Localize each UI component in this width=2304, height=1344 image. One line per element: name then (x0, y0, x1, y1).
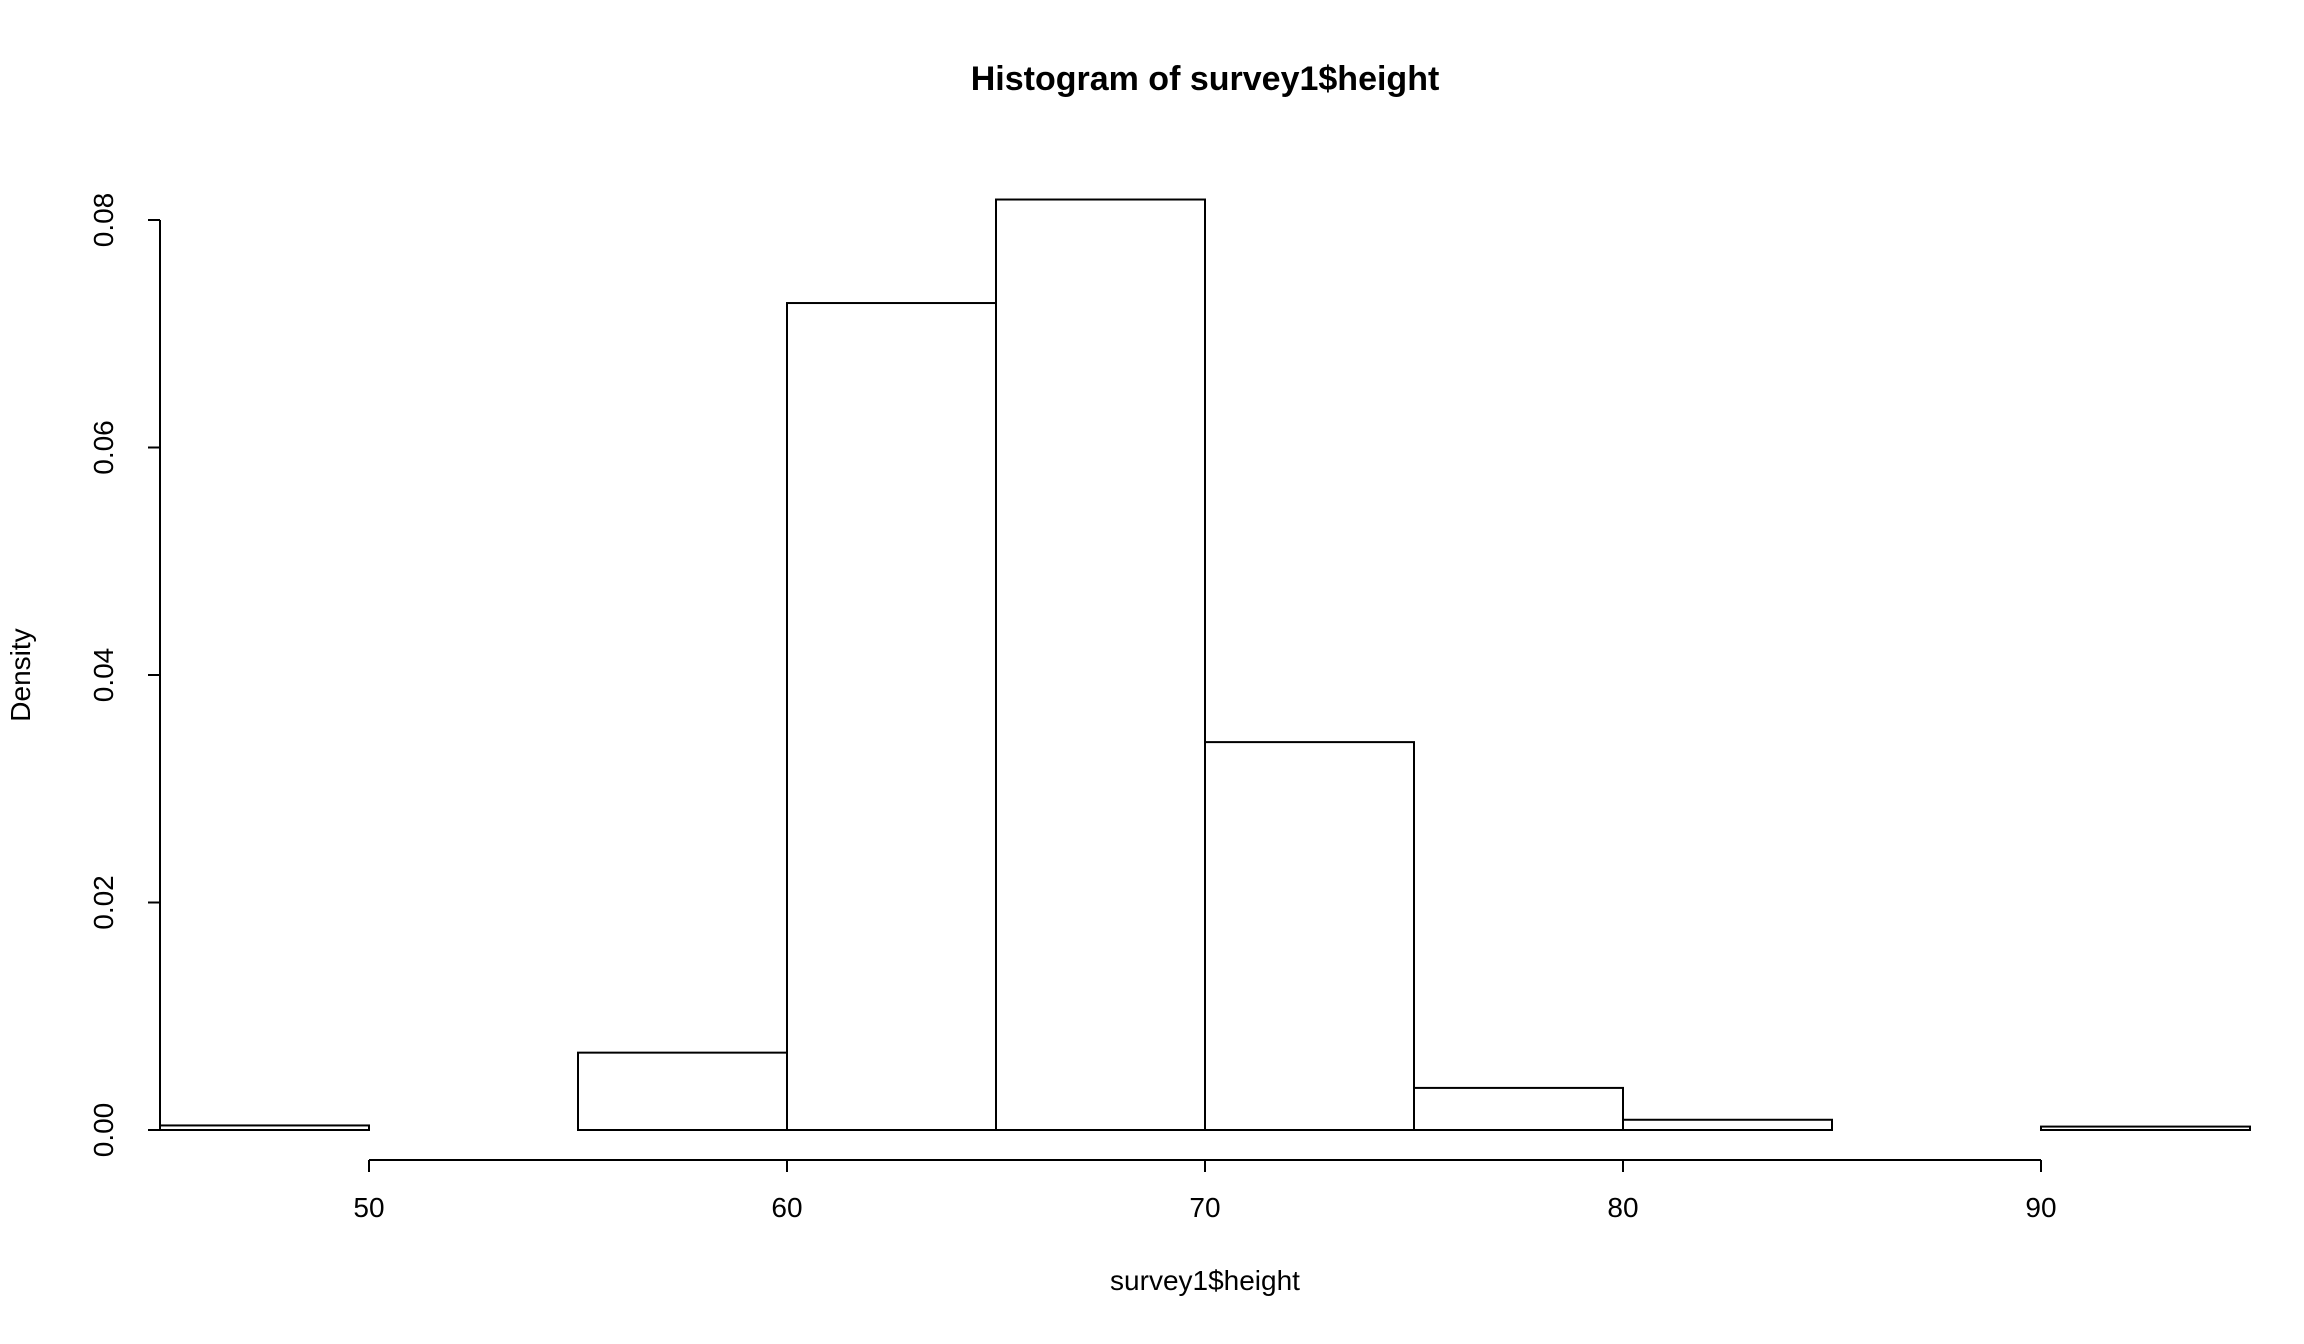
y-tick-label: 0.08 (88, 193, 119, 248)
x-axis-label: survey1$height (1110, 1265, 1300, 1296)
histogram-bar (996, 200, 1205, 1130)
x-tick-label: 80 (1607, 1192, 1638, 1223)
y-axis-label: Density (5, 628, 36, 721)
histogram-bar (1414, 1088, 1623, 1130)
x-tick-label: 70 (1189, 1192, 1220, 1223)
histogram-bar (578, 1053, 787, 1130)
histogram-chart: Histogram of survey1$height survey1$heig… (0, 0, 2304, 1344)
x-tick-label: 60 (771, 1192, 802, 1223)
bars-group (160, 200, 2250, 1130)
x-axis: 50 60 70 80 90 (353, 1160, 2056, 1223)
x-tick-label: 50 (353, 1192, 384, 1223)
y-tick-label: 0.02 (88, 875, 119, 930)
y-tick-label: 0.04 (88, 648, 119, 703)
y-axis: 0.00 0.02 0.04 0.06 0.08 (88, 193, 160, 1158)
chart-svg: Histogram of survey1$height survey1$heig… (0, 0, 2304, 1344)
histogram-bar (2041, 1127, 2250, 1130)
histogram-bar (160, 1125, 369, 1130)
histogram-bar (1623, 1120, 1832, 1130)
histogram-bar (1205, 742, 1414, 1130)
x-tick-label: 90 (2025, 1192, 2056, 1223)
histogram-bar (787, 303, 996, 1130)
chart-title: Histogram of survey1$height (971, 60, 1440, 98)
y-tick-label: 0.00 (88, 1103, 119, 1158)
y-tick-label: 0.06 (88, 420, 119, 475)
